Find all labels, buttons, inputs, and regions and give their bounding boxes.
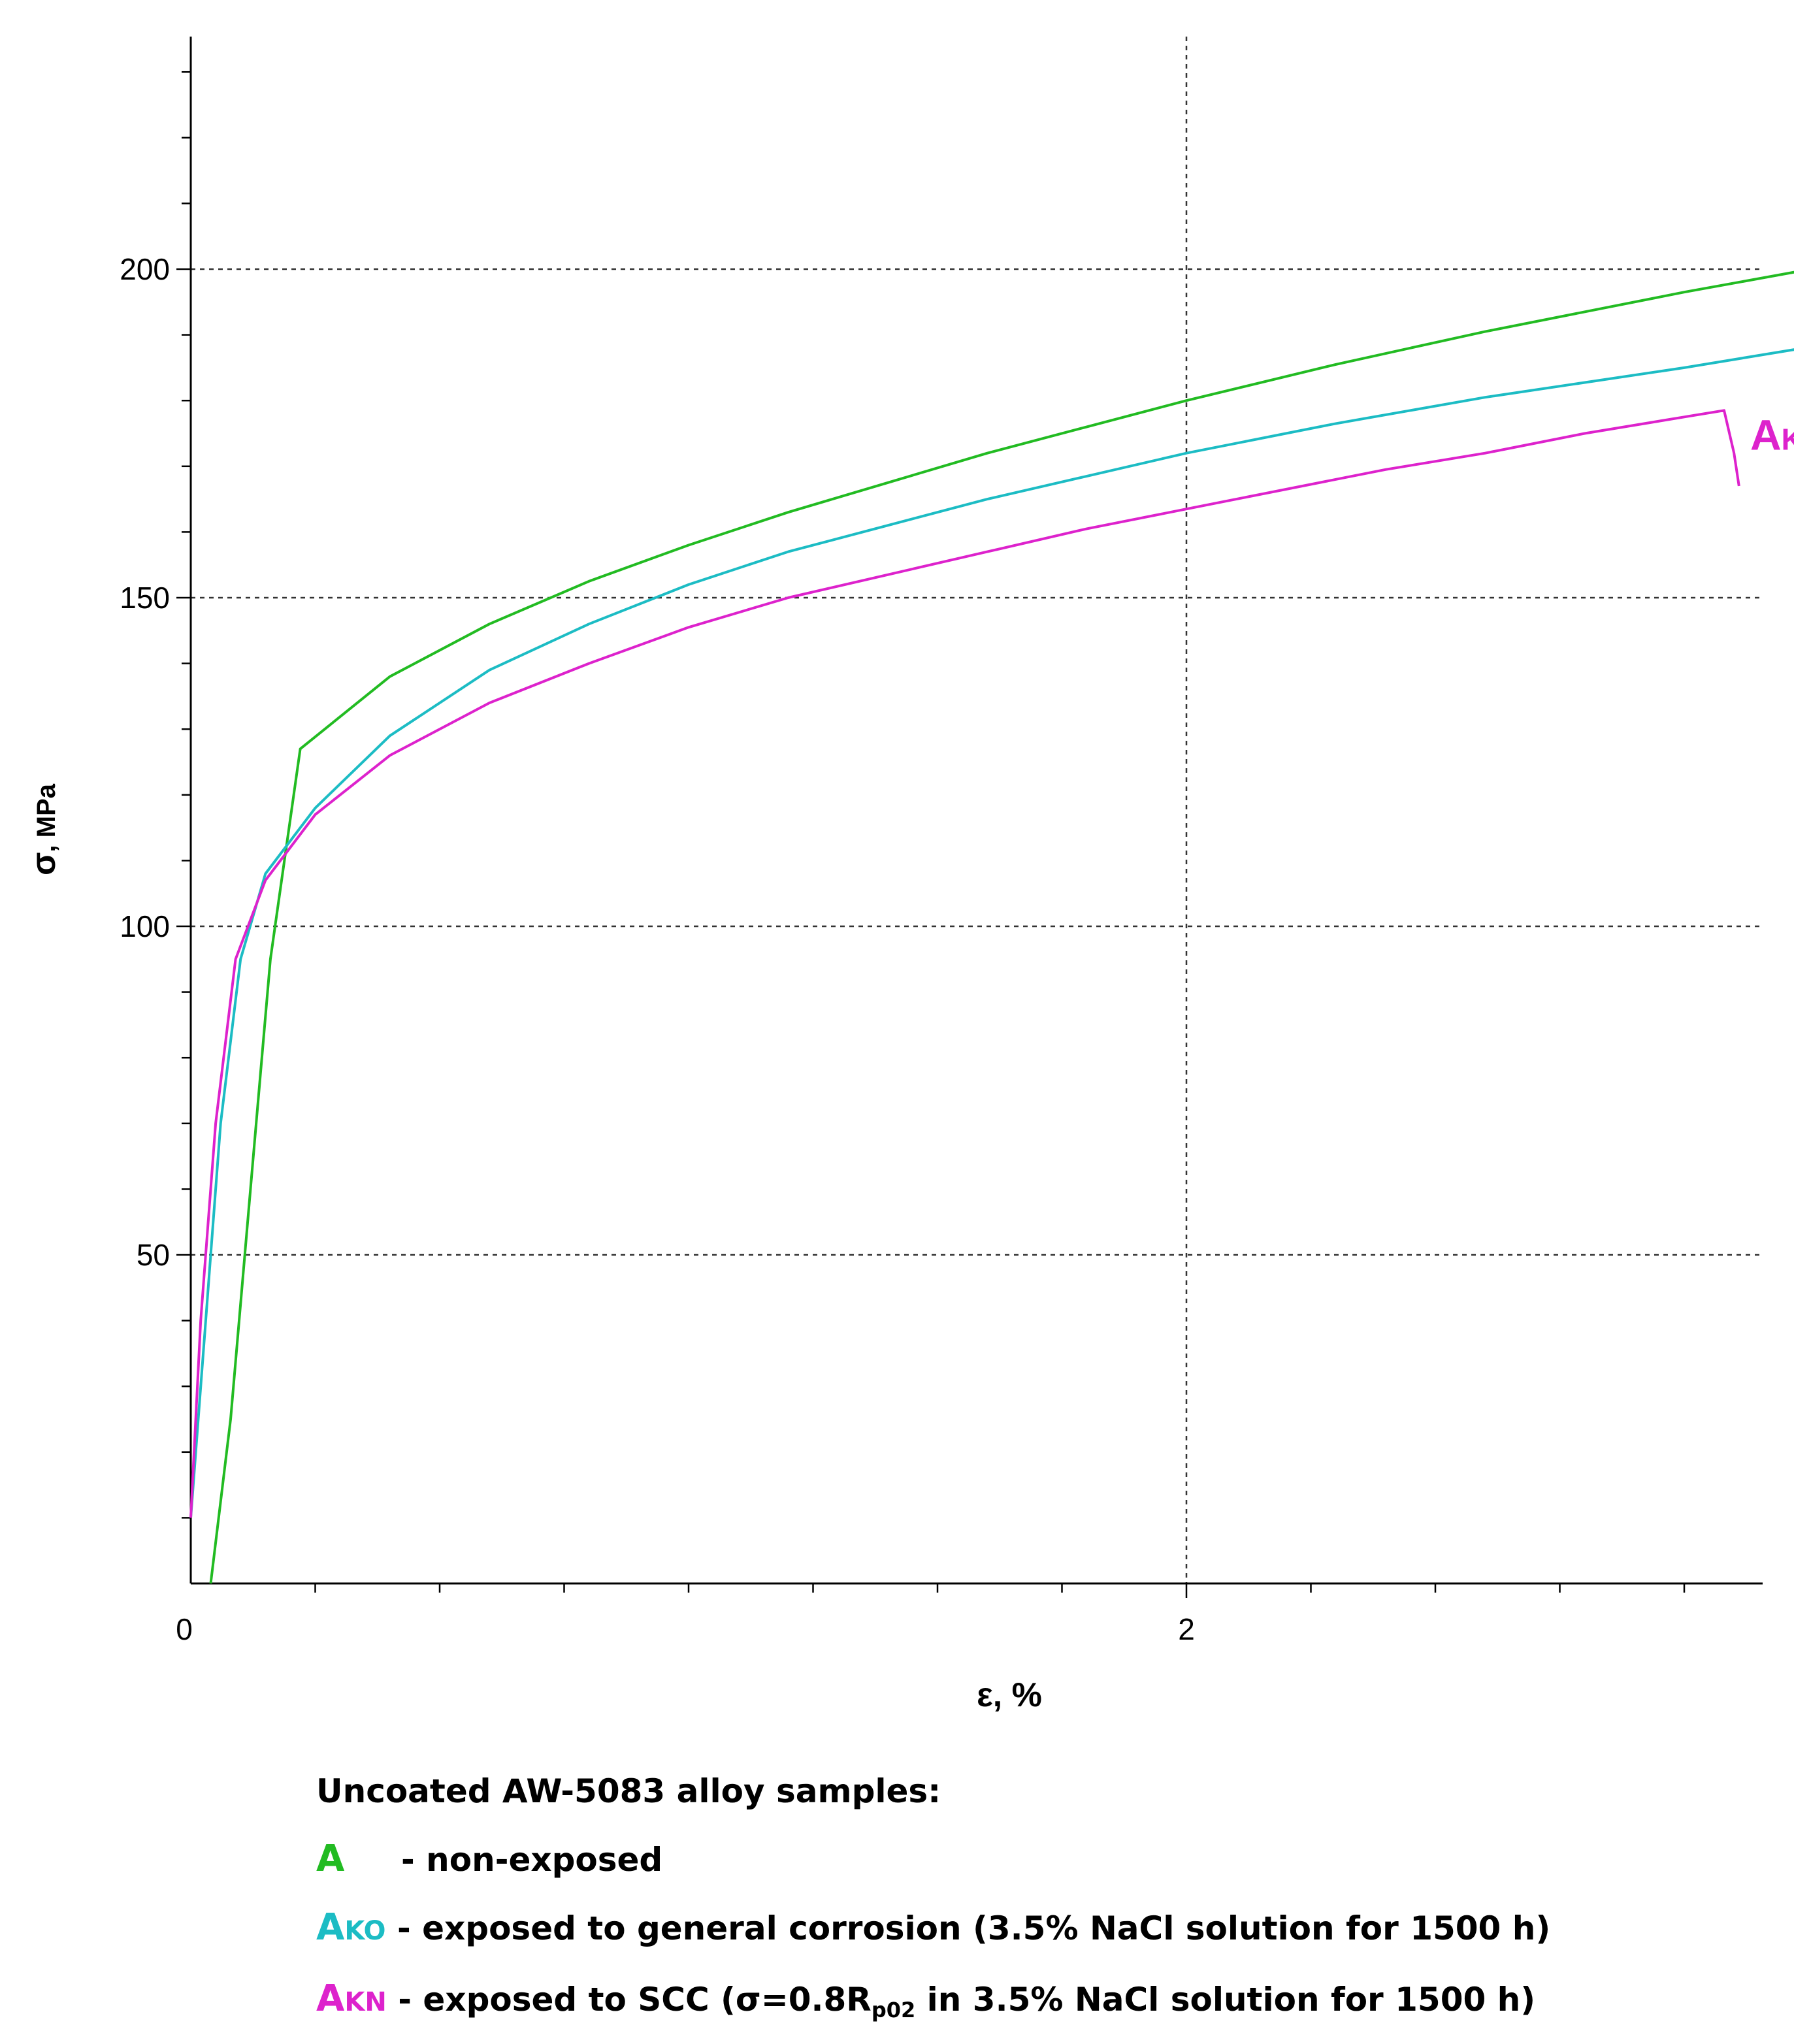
legend-item-akn: AKN - exposed to SCC (σ=0.8Rp02 in 3.5% …	[316, 1965, 1550, 2044]
y-tick-label-50: 50	[137, 1238, 170, 1272]
grid-lines	[191, 37, 1794, 1583]
legend-item-a: A- non-exposed	[316, 1825, 1550, 1894]
y-tick-label-200: 200	[120, 252, 170, 286]
x-tick-label-0: 0	[176, 1612, 193, 1646]
series-line-a	[211, 112, 1794, 1583]
series-end-labels: AAKOAKN	[1750, 112, 1794, 459]
y-tick-label-150: 150	[120, 581, 170, 615]
legend-desc-ako: - exposed to general corrosion (3.5% NaC…	[397, 1909, 1550, 1947]
legend-desc-akn: - exposed to SCC (σ=0.8Rp02 in 3.5% NaCl…	[398, 1981, 1535, 2019]
series-line-ako	[191, 233, 1794, 1518]
legend-code-a: A	[316, 1825, 401, 1894]
series-lines	[191, 112, 1794, 1583]
y-tick-label-100: 100	[120, 909, 170, 943]
x-tick-label-2: 2	[1178, 1612, 1195, 1646]
stress-strain-chart: 024650100150200 AAKOAKN ε, % σ, MPa	[0, 0, 1794, 1751]
x-axis-title: ε, %	[977, 1676, 1042, 1714]
legend-code-akn: AKN	[316, 1965, 387, 2036]
legend-code-ako: AKO	[316, 1894, 386, 1965]
legend: Uncoated AW-5083 alloy samples: A- non-e…	[316, 1757, 1550, 2044]
series-line-akn	[191, 410, 1739, 1517]
legend-desc-a: - non-exposed	[401, 1841, 662, 1879]
y-axis-title: σ, MPa	[25, 783, 63, 875]
series-end-label-akn: AKN	[1750, 410, 1794, 459]
legend-item-ako: AKO - exposed to general corrosion (3.5%…	[316, 1894, 1550, 1965]
legend-heading: Uncoated AW-5083 alloy samples:	[316, 1757, 1550, 1825]
tick-marks	[176, 72, 1794, 1598]
